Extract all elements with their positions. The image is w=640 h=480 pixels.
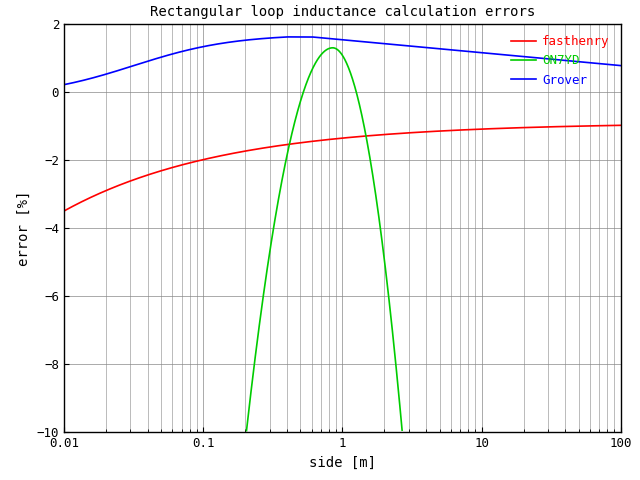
ON7YD xyxy=(284,151,291,156)
fasthenry xyxy=(60,208,68,214)
Line: Grover: Grover xyxy=(64,37,621,84)
ON7YD xyxy=(398,427,406,433)
Grover xyxy=(546,56,554,62)
X-axis label: side [m]: side [m] xyxy=(309,456,376,469)
fasthenry xyxy=(617,122,625,128)
Grover xyxy=(298,34,306,40)
fasthenry xyxy=(274,143,282,149)
fasthenry xyxy=(124,179,131,185)
ON7YD xyxy=(296,102,303,108)
Title: Rectangular loop inductance calculation errors: Rectangular loop inductance calculation … xyxy=(150,5,535,19)
Legend: fasthenry, ON7YD, Grover: fasthenry, ON7YD, Grover xyxy=(506,30,614,92)
Line: ON7YD: ON7YD xyxy=(246,48,402,431)
Y-axis label: error [%]: error [%] xyxy=(17,190,31,266)
ON7YD xyxy=(394,382,402,387)
fasthenry xyxy=(298,140,305,145)
ON7YD xyxy=(264,258,272,264)
Grover xyxy=(157,54,164,60)
ON7YD xyxy=(329,45,337,51)
ON7YD xyxy=(243,428,250,433)
ON7YD xyxy=(360,125,368,131)
Grover xyxy=(606,62,614,68)
Grover xyxy=(284,34,292,40)
fasthenry xyxy=(157,168,164,174)
Grover xyxy=(60,82,68,87)
fasthenry xyxy=(546,124,554,130)
fasthenry xyxy=(606,122,614,128)
Grover xyxy=(274,35,282,40)
ON7YD xyxy=(364,144,372,149)
Line: fasthenry: fasthenry xyxy=(64,125,621,211)
Grover xyxy=(124,65,131,71)
Grover xyxy=(617,63,625,69)
